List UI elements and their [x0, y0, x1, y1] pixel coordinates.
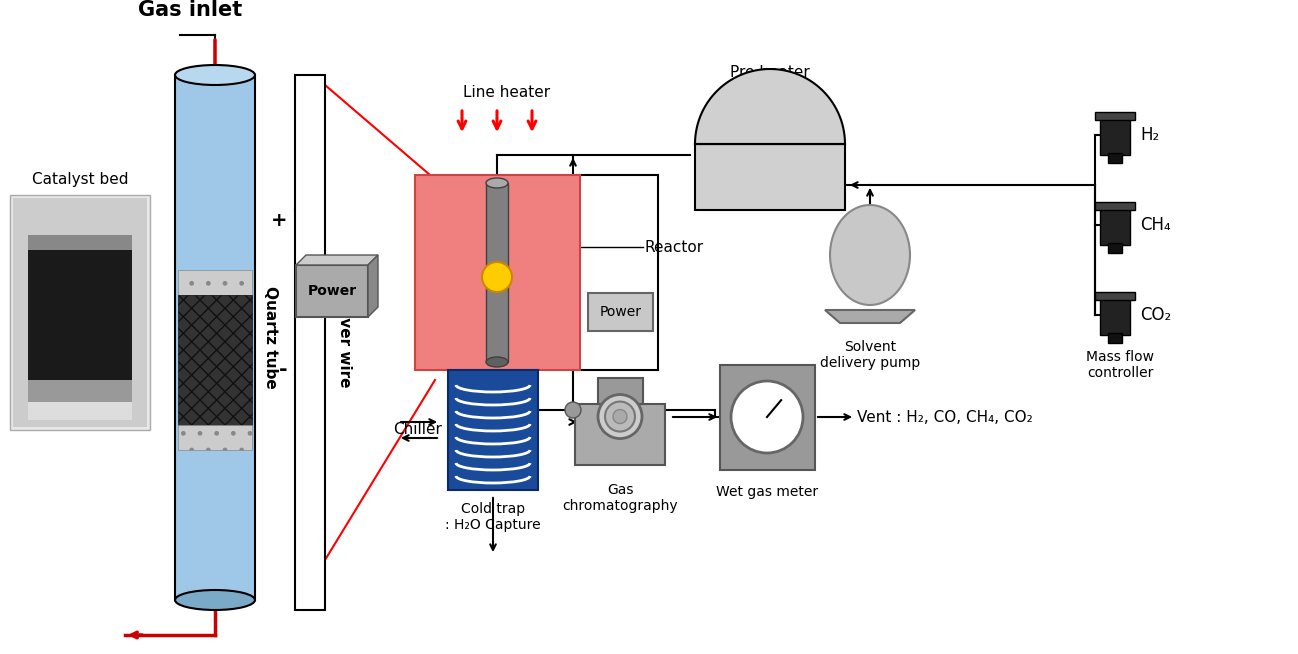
Text: H₂: H₂ — [1140, 126, 1159, 144]
Ellipse shape — [175, 590, 254, 610]
Circle shape — [598, 394, 643, 439]
Bar — [178, 295, 252, 425]
Polygon shape — [694, 69, 845, 144]
Bar — [295, 75, 324, 610]
Bar — [1096, 292, 1134, 300]
Circle shape — [482, 262, 511, 292]
Bar — [415, 175, 580, 370]
Text: CH₄: CH₄ — [1140, 216, 1171, 234]
Bar — [575, 404, 665, 465]
Text: -: - — [278, 360, 287, 380]
Bar — [10, 195, 151, 430]
Bar — [597, 378, 643, 404]
Circle shape — [613, 409, 627, 424]
Ellipse shape — [175, 65, 254, 85]
Bar — [1108, 243, 1121, 253]
Bar — [448, 370, 537, 490]
Bar — [175, 75, 254, 600]
Bar — [1108, 153, 1121, 163]
Bar — [720, 365, 815, 470]
Text: Gas inlet: Gas inlet — [138, 0, 243, 20]
Bar — [29, 245, 132, 385]
Bar — [296, 265, 369, 317]
Text: Chiller: Chiller — [393, 422, 441, 438]
Text: Cold trap: Cold trap — [461, 502, 526, 516]
Text: : H₂O Capture: : H₂O Capture — [445, 518, 541, 532]
Polygon shape — [296, 255, 378, 265]
Bar — [178, 270, 252, 295]
Bar — [29, 402, 132, 420]
Bar — [485, 183, 508, 362]
Bar — [694, 144, 845, 210]
Ellipse shape — [485, 178, 508, 188]
Bar — [1099, 295, 1131, 335]
Text: Pre heater: Pre heater — [729, 65, 810, 80]
Bar — [1099, 205, 1131, 245]
Ellipse shape — [485, 357, 508, 367]
Bar — [1108, 333, 1121, 343]
Polygon shape — [826, 310, 915, 323]
Bar — [1099, 115, 1131, 155]
Text: Mass flow
controller: Mass flow controller — [1086, 350, 1154, 380]
Bar — [178, 425, 252, 450]
Text: CO₂: CO₂ — [1140, 306, 1171, 324]
Bar — [29, 380, 132, 405]
Bar — [588, 293, 653, 331]
Bar — [29, 235, 132, 250]
Text: Gas
chromatography: Gas chromatography — [562, 483, 678, 513]
Polygon shape — [369, 255, 378, 317]
Text: Power: Power — [308, 284, 357, 298]
Text: +: + — [270, 211, 287, 230]
Text: Wet gas meter: Wet gas meter — [716, 485, 818, 499]
Circle shape — [731, 381, 803, 453]
Circle shape — [565, 402, 582, 418]
Circle shape — [605, 402, 635, 432]
Text: Quartz tube: Quartz tube — [263, 286, 278, 388]
Text: Reactor: Reactor — [645, 239, 704, 254]
Bar — [13, 198, 147, 427]
Text: Power: Power — [600, 305, 641, 319]
Text: Solvent
delivery pump: Solvent delivery pump — [820, 340, 920, 370]
Text: Line heater: Line heater — [463, 85, 550, 100]
Bar — [1096, 112, 1134, 120]
Ellipse shape — [829, 205, 910, 305]
Text: Vent : H₂, CO, CH₄, CO₂: Vent : H₂, CO, CH₄, CO₂ — [857, 409, 1033, 424]
Text: Catalyst bed: Catalyst bed — [31, 172, 129, 187]
Bar — [1096, 202, 1134, 210]
Text: Silver wire: Silver wire — [337, 296, 352, 388]
